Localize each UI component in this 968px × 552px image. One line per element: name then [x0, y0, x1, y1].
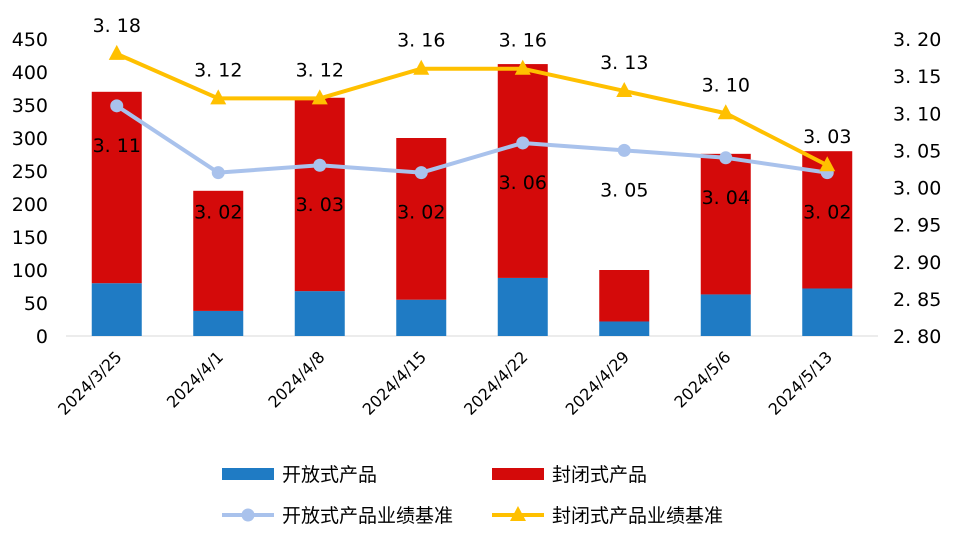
data-label: 3. 02 — [803, 202, 851, 224]
data-label: 3. 13 — [600, 52, 648, 74]
data-label: 3. 02 — [397, 202, 445, 224]
x-tick-label: 2024/5/6 — [670, 347, 734, 411]
legend-swatch — [492, 468, 544, 480]
data-label: 3. 10 — [702, 74, 750, 96]
data-label: 3. 12 — [194, 59, 242, 81]
bar — [193, 310, 244, 336]
legend-label: 封闭式产品业绩基准 — [552, 505, 723, 527]
bar — [802, 288, 853, 336]
data-label: 3. 04 — [702, 187, 750, 209]
line-point — [719, 151, 733, 165]
bar — [700, 294, 751, 336]
line-point — [514, 59, 531, 75]
y-tick-label: 350 — [12, 95, 48, 117]
line-point — [311, 89, 328, 105]
line-point — [819, 156, 836, 172]
x-tick-label: 2024/5/13 — [765, 347, 836, 418]
bars — [91, 64, 853, 336]
y2-tick-label: 2. 90 — [893, 252, 941, 274]
lines — [108, 44, 836, 180]
legend-label: 开放式产品 — [282, 464, 377, 486]
y2-tick-label: 2. 80 — [893, 326, 941, 348]
axes: 0 50 100 150 200 250 300 350 400 450 2. 80 2. 85 2. … — [12, 29, 942, 419]
bar — [599, 321, 650, 336]
line-point — [516, 136, 530, 150]
line-point — [616, 81, 633, 97]
x-tick-label: 2024/4/1 — [163, 347, 227, 411]
bar — [396, 299, 447, 336]
bar — [294, 291, 345, 336]
x-tick-label: 2024/4/15 — [359, 347, 430, 418]
line-point — [110, 99, 124, 113]
x-tick-label: 2024/4/8 — [264, 347, 328, 411]
data-label: 3. 06 — [499, 172, 547, 194]
line-point — [211, 166, 225, 180]
x-tick-label: 2024/4/22 — [460, 347, 531, 418]
y-tick-label: 150 — [12, 227, 48, 249]
y-tick-label: 100 — [12, 260, 48, 282]
y-tick-label: 450 — [12, 29, 48, 51]
bar — [396, 138, 447, 300]
data-label: 3. 05 — [600, 179, 648, 201]
y2-tick-label: 3. 20 — [893, 29, 941, 51]
bar — [700, 153, 751, 295]
x-tick-label: 2024/3/25 — [54, 347, 125, 418]
legend-swatch — [222, 468, 274, 480]
data-labels: 3. 18 3. 12 3. 12 3. 16 3. 16 3. 13 3. 10 3. 03… — [93, 15, 852, 224]
bar — [193, 190, 244, 311]
legend-marker — [510, 506, 526, 521]
y-tick-label: 400 — [12, 62, 48, 84]
y2-tick-label: 3. 15 — [893, 66, 941, 88]
bar — [294, 97, 345, 292]
y-tick-label: 200 — [12, 194, 48, 216]
line-point — [313, 158, 327, 172]
bar — [91, 91, 142, 284]
data-label: 3. 02 — [194, 202, 242, 224]
series-line — [115, 104, 828, 175]
y-tick-label: 300 — [12, 128, 48, 150]
legend-label: 开放式产品业绩基准 — [282, 505, 453, 527]
data-label: 3. 11 — [93, 135, 141, 157]
line-point — [717, 104, 734, 120]
data-label: 3. 12 — [296, 59, 344, 81]
line-point — [108, 44, 125, 60]
line-point — [413, 59, 430, 75]
series-line — [115, 52, 829, 168]
y-tick-label: 250 — [12, 161, 48, 183]
data-label: 3. 03 — [296, 194, 344, 216]
line-point — [210, 89, 227, 105]
data-label: 3. 16 — [499, 30, 547, 52]
y2-tick-label: 3. 10 — [893, 103, 941, 125]
legend-label: 封闭式产品 — [552, 464, 647, 486]
bar — [599, 270, 650, 322]
legend-marker — [241, 508, 255, 522]
x-tick-label: 2024/4/29 — [562, 347, 633, 418]
data-label: 3. 18 — [93, 15, 141, 37]
bar — [497, 64, 548, 278]
y2-tick-label: 2. 85 — [893, 289, 941, 311]
y2-tick-label: 2. 95 — [893, 215, 941, 237]
bar — [497, 277, 548, 336]
y2-tick-label: 3. 00 — [893, 178, 941, 200]
line-point — [617, 143, 631, 157]
data-label: 3. 16 — [397, 30, 445, 52]
y-tick-label: 0 — [36, 326, 48, 348]
y-tick-label: 50 — [24, 293, 48, 315]
data-label: 3. 03 — [803, 126, 851, 148]
bar — [91, 283, 142, 336]
line-point — [414, 166, 428, 180]
y2-tick-label: 3. 05 — [893, 140, 941, 162]
